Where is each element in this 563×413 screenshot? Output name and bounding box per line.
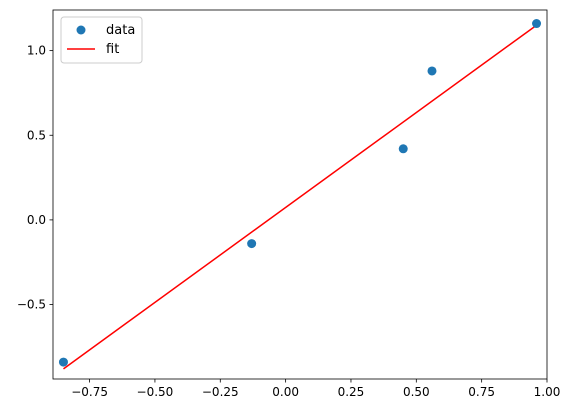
x-tick-label: −0.50 — [137, 385, 174, 399]
series-line-fit — [63, 24, 537, 370]
data-point — [532, 19, 542, 29]
x-tick-label: 0.75 — [468, 385, 495, 399]
y-tick-label: 1.0 — [27, 44, 46, 58]
data-point — [58, 357, 68, 367]
legend-label-data: data — [106, 23, 135, 38]
x-tick-label: 1.00 — [534, 385, 561, 399]
legend-label-fit: fit — [106, 42, 119, 57]
y-tick-label: 0.5 — [27, 128, 46, 142]
legend: data fit — [60, 16, 143, 64]
x-tick-label: −0.75 — [71, 385, 108, 399]
x-tick-label: −0.25 — [202, 385, 239, 399]
legend-marker-data — [76, 25, 86, 35]
data-point — [427, 66, 437, 76]
x-tick-label: 0.00 — [272, 385, 299, 399]
data-point — [398, 144, 408, 154]
x-tick-label: 0.50 — [403, 385, 430, 399]
axes: −0.75 −0.50 −0.25 0.00 0.25 0.50 0.75 1.00 −0.5 0… — [17, 9, 561, 399]
plot-area — [58, 19, 542, 370]
data-point — [247, 239, 257, 249]
x-tick-label: 0.25 — [338, 385, 365, 399]
y-tick-label: −0.5 — [17, 298, 46, 312]
y-tick-label: 0.0 — [27, 213, 46, 227]
axes-frame — [52, 9, 548, 380]
